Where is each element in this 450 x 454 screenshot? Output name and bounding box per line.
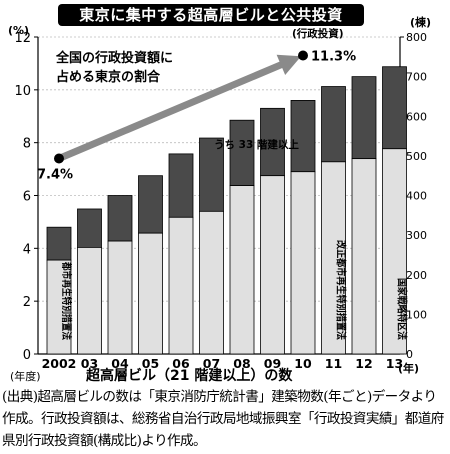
x-tick-label: 11 — [325, 356, 342, 371]
share-start-point — [54, 153, 64, 164]
bar-segment-33plus — [382, 66, 407, 150]
right-tick-label: 400 — [406, 190, 427, 203]
x-tick-label: 09 — [264, 356, 281, 371]
bar-segment-other — [46, 259, 72, 355]
bar-segment-other — [229, 185, 255, 355]
left-tick-label: 8 — [23, 137, 31, 152]
share-start-label: 7.4% — [37, 168, 73, 183]
x-axis-unit: (年) — [398, 361, 419, 375]
bar-segment-33plus — [138, 175, 163, 234]
right-tick-label: 600 — [406, 110, 427, 123]
x-tick-label: 08 — [233, 356, 250, 371]
x-tick-label: 2002 — [42, 356, 77, 371]
chart-svg: 0 2 4 6 8 10 12 0 100 200 300 400 500 600 700 800 2002 03… — [10, 27, 427, 384]
bar-segment-33plus — [290, 100, 316, 173]
left-axis-unit: (%) — [8, 24, 30, 37]
left-tick-label: 10 — [14, 84, 31, 99]
bar-segment-other — [107, 240, 133, 355]
share-series-tag: (行政投資) — [292, 27, 344, 40]
left-tick-label: 12 — [14, 31, 31, 46]
left-tick-label: 0 — [23, 348, 31, 363]
bar-segment-33plus — [77, 208, 102, 248]
x-tick-label: 06 — [172, 356, 190, 371]
bar-segment-33plus — [107, 195, 133, 242]
annotation-label: 都市再生特別措置法 — [60, 261, 73, 340]
right-tick-label: 800 — [406, 31, 427, 44]
bar-segment-other — [168, 216, 194, 355]
right-tick-label: 0 — [406, 348, 413, 361]
x-tick-label: 13 — [386, 356, 403, 371]
bar-segment-33plus — [46, 226, 72, 261]
x-tick-label: 04 — [111, 356, 129, 371]
right-tick-label: 200 — [406, 269, 427, 282]
series-label-33plus: うち 33 階建以上 — [214, 138, 299, 151]
bar-segment-33plus — [260, 107, 285, 177]
bar-segment-other — [321, 161, 346, 355]
bar-segment-33plus — [199, 137, 224, 212]
share-end-label: 11.3% — [311, 49, 356, 64]
right-tick-label: 100 — [406, 308, 427, 321]
right-axis-unit: (棟) — [410, 16, 432, 29]
bar-segment-other — [77, 247, 102, 355]
chart-title: 東京に集中する超高層ビルと公共投資 — [79, 6, 343, 24]
bar-segment-other — [199, 210, 224, 355]
x-tick-label: 05 — [142, 356, 159, 371]
bar-segment-other — [138, 232, 163, 355]
right-tick-label: 500 — [406, 150, 427, 163]
left-tick-label: 6 — [23, 190, 31, 205]
right-tick-label: 300 — [406, 229, 427, 242]
share-trend-arrow — [55, 57, 294, 163]
annotation-label: 改正都市再生特別措置法 — [335, 240, 348, 340]
x-tick-label: 03 — [81, 356, 98, 371]
bar-segment-33plus — [351, 76, 377, 160]
bar-segment-other — [260, 175, 285, 355]
bar-segment-other — [351, 158, 377, 355]
x-tick-label: 10 — [294, 356, 312, 371]
bar-segment-33plus — [321, 86, 346, 163]
left-tick-label: 4 — [23, 242, 31, 257]
x-tick-label: 12 — [355, 356, 372, 371]
x-tick-label: 07 — [203, 356, 220, 371]
share-caption-line1: 全国の行政投資額に — [55, 50, 173, 66]
x-axis-caption: 超高層ビル（21 階建以上）の数 — [85, 367, 293, 384]
left-tick-label: 2 — [23, 295, 31, 310]
share-caption-line2: 占める東京の割合 — [56, 69, 161, 85]
x-origin-label: (年度) — [10, 369, 41, 383]
right-tick-label: 700 — [406, 71, 427, 84]
bar-segment-33plus — [168, 153, 194, 218]
share-end-point — [298, 50, 308, 61]
annotation-label: 国家戦略特区法 — [396, 278, 409, 340]
source-note: (出典)超高層ビルの数は「東京消防庁統計書」建築物数(年ごと)データより作成。行… — [2, 389, 444, 449]
bar-segment-33plus — [229, 119, 255, 186]
share-trend-arrowhead — [276, 54, 302, 75]
bar-segment-other — [382, 148, 407, 355]
title-banner: 東京に集中する超高層ビルと公共投資 — [58, 4, 364, 26]
bar-segment-other — [290, 171, 316, 355]
